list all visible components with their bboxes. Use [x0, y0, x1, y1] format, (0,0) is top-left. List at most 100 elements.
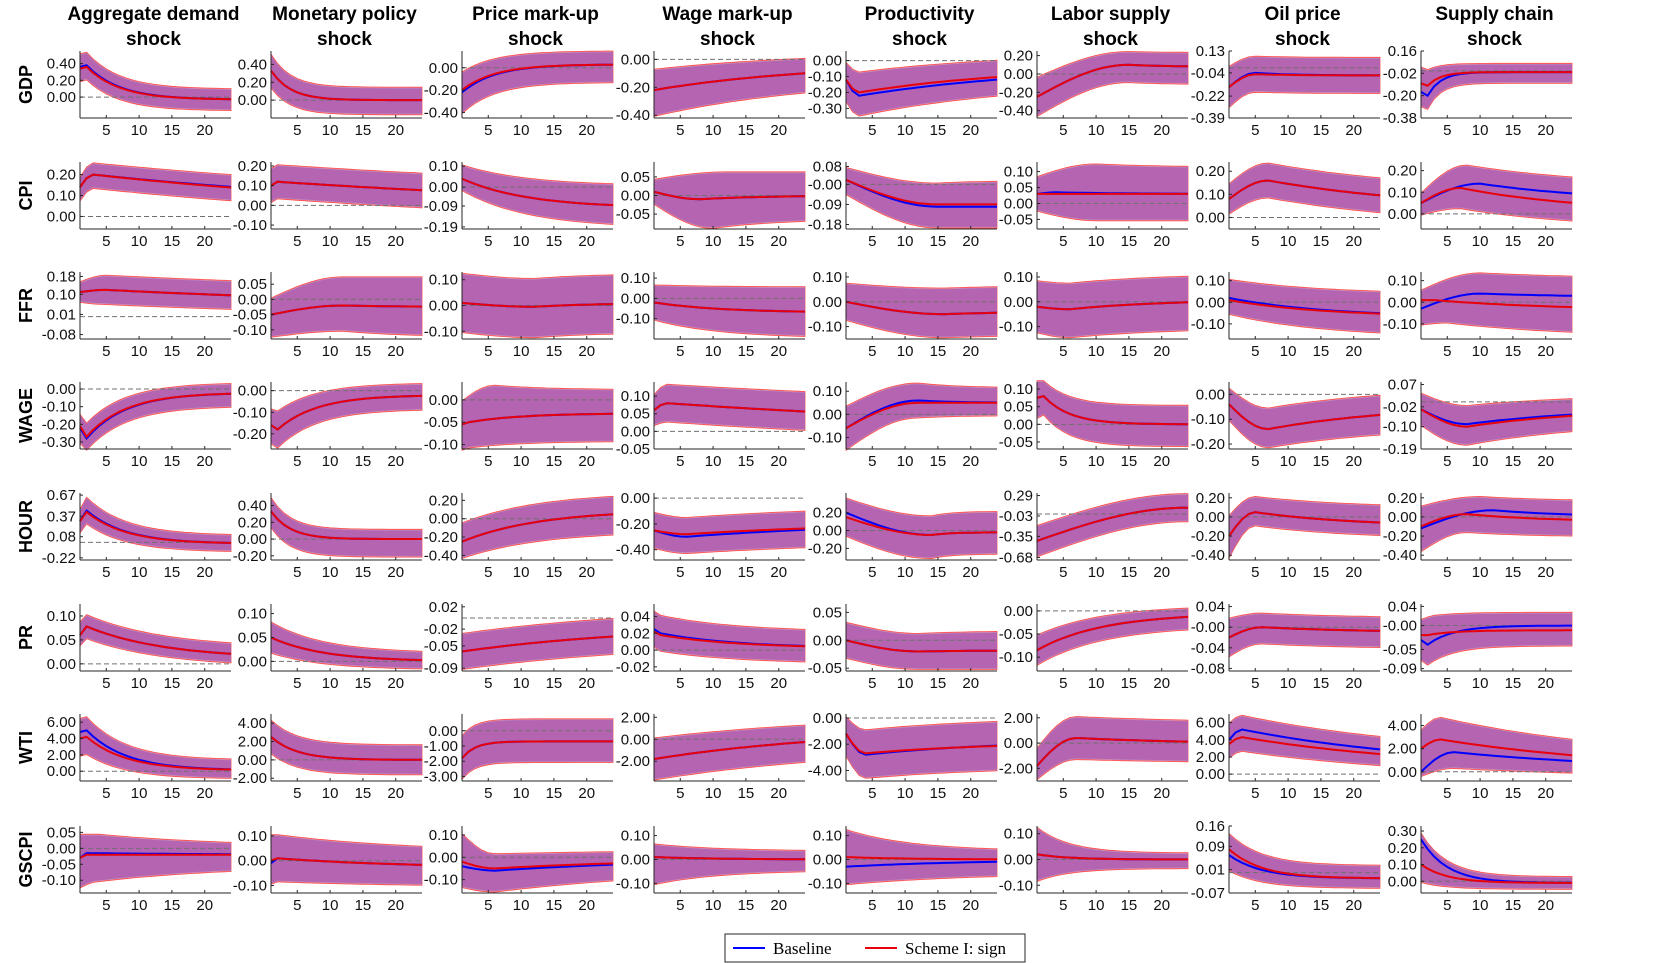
sign-line [461, 860, 614, 870]
y-tick-label: -0.22 [1191, 88, 1225, 105]
y-tick-label: 0.00 [429, 179, 458, 196]
row-label: GDP [16, 65, 36, 104]
x-tick-label: 10 [1280, 785, 1297, 802]
x-tick-label: 10 [1472, 564, 1489, 581]
y-tick-label: 0.00 [621, 290, 650, 307]
panel: 0.00 0.10 0.20 5 10 15 20 [1196, 162, 1381, 250]
x-tick-label: 10 [322, 897, 339, 914]
y-tick-label: 2.00 [238, 734, 267, 751]
panel: -0.07 0.01 0.09 0.16 5 10 15 20 [1191, 818, 1381, 914]
y-tick-label: -0.10 [616, 311, 650, 328]
sign-line [1228, 511, 1381, 537]
y-tick-label: 0.20 [238, 74, 267, 91]
overlap-band [80, 718, 231, 778]
x-tick-label: 5 [102, 233, 110, 250]
x-tick-label: 5 [1059, 233, 1067, 250]
x-tick-label: 5 [1443, 675, 1451, 692]
y-tick-label: -0.20 [616, 516, 650, 533]
y-tick-label: 0.10 [813, 828, 842, 845]
x-tick-label: 5 [676, 233, 684, 250]
x-tick-label: 20 [1345, 122, 1362, 139]
x-tick-label: 10 [322, 785, 339, 802]
y-tick-label: 0.00 [1004, 416, 1033, 433]
baseline-line [653, 528, 806, 538]
x-tick-label: 20 [1537, 675, 1554, 692]
panel-grid: 0.000.200.405 10 15 200.000.200.405 10 15 20-0… [42, 43, 1573, 914]
x-tick-label: 5 [1059, 343, 1067, 360]
sign-line [270, 180, 423, 192]
y-tick-label: -0.10 [42, 872, 76, 889]
y-tick-label: -0.30 [42, 434, 76, 451]
y-tick-label: 0.40 [238, 498, 267, 515]
overlap-band [1037, 382, 1188, 446]
panel: -0.10 0.00 0.10 5 10 15 20 [1191, 272, 1381, 360]
x-tick-label: 5 [676, 675, 684, 692]
sign-line [1420, 738, 1573, 757]
y-tick-label: 0.08 [47, 529, 76, 546]
x-tick-label: 10 [513, 453, 530, 470]
x-tick-label: 15 [546, 675, 563, 692]
sign-line [270, 736, 422, 761]
panel: -0.09 -0.05 -0.00 0.04 5 10 15 20 [1383, 598, 1573, 692]
x-tick-label: 15 [930, 122, 947, 139]
panel: -0.10 0.00 0.10 5 10 15 20 [616, 826, 806, 914]
x-tick-label: 20 [1345, 564, 1362, 581]
x-tick-label: 15 [738, 564, 755, 581]
x-tick-label: 20 [196, 122, 213, 139]
y-tick-label: -0.00 [808, 176, 842, 193]
y-tick-label: -0.05 [424, 414, 458, 431]
x-tick-label: 15 [546, 897, 563, 914]
panel: -0.10 0.00 0.10 0.20 5 10 15 20 [233, 158, 423, 250]
x-tick-label: 20 [1153, 453, 1170, 470]
y-tick-label: 0.00 [47, 208, 76, 225]
x-tick-label: 5 [868, 785, 876, 802]
y-tick-label: 0.00 [238, 653, 267, 670]
y-tick-label: -0.20 [424, 82, 458, 99]
x-tick-label: 15 [1121, 675, 1138, 692]
sign-line [270, 510, 422, 540]
x-tick-label: 5 [676, 453, 684, 470]
y-tick-label: -0.08 [1191, 660, 1225, 677]
x-tick-label: 5 [102, 564, 110, 581]
y-tick-label: 0.20 [238, 158, 267, 175]
x-tick-label: 10 [897, 675, 914, 692]
x-tick-label: 15 [930, 675, 947, 692]
y-tick-label: 0.10 [238, 178, 267, 195]
x-tick-label: 5 [293, 564, 301, 581]
overlap-band [654, 612, 805, 661]
y-tick-label: 0.10 [621, 828, 650, 845]
panel: -0.20 -0.10 0.00 5 10 15 20 [233, 382, 423, 470]
x-tick-label: 15 [1505, 122, 1522, 139]
y-tick-label: 0.00 [1004, 66, 1033, 83]
x-tick-label: 10 [705, 564, 722, 581]
y-tick-label: -0.20 [1191, 528, 1225, 545]
x-tick-label: 15 [546, 453, 563, 470]
panel: -0.09 -0.05-0.02 0.02 5 10 15 20 [424, 599, 614, 692]
x-tick-label: 20 [962, 453, 979, 470]
panel: -0.050.000.050.10 5 10 15 20 [999, 380, 1189, 470]
y-tick-label: 6.00 [47, 714, 76, 731]
x-tick-label: 20 [1537, 122, 1554, 139]
x-tick-label: 10 [1472, 453, 1489, 470]
x-tick-label: 10 [1088, 453, 1105, 470]
y-tick-label: -0.02 [1383, 399, 1417, 416]
y-tick-label: 0.40 [238, 56, 267, 73]
x-tick-label: 5 [1059, 897, 1067, 914]
y-tick-label: -0.05 [42, 856, 76, 873]
x-tick-label: 15 [1121, 785, 1138, 802]
column-title-line: shock [1275, 29, 1330, 50]
overlap-band [1421, 497, 1572, 551]
x-tick-label: 20 [1153, 785, 1170, 802]
overlap-band [1037, 828, 1188, 881]
y-tick-label: 0.00 [47, 763, 76, 780]
y-tick-label: -0.07 [1191, 885, 1225, 902]
x-tick-label: 20 [1153, 564, 1170, 581]
panel: -0.200.000.20 5 10 15 20 [808, 493, 998, 581]
y-tick-label: -0.10 [999, 877, 1033, 894]
y-tick-label: 0.10 [238, 606, 267, 623]
x-tick-label: 5 [484, 564, 492, 581]
panel: -2.000.002.00 4.00 5 10 15 20 [233, 714, 423, 802]
x-tick-label: 10 [1088, 343, 1105, 360]
x-tick-label: 10 [1088, 122, 1105, 139]
y-tick-label: 0.00 [429, 849, 458, 866]
